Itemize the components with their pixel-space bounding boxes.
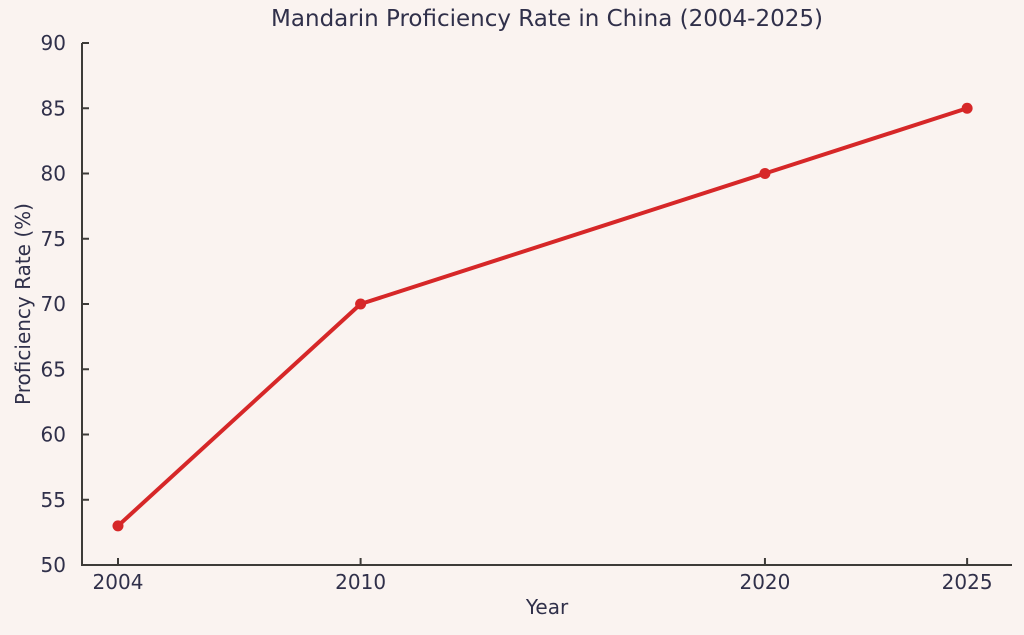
data-point: [759, 168, 771, 179]
x-axis-label: Year: [525, 595, 569, 619]
data-point: [355, 298, 367, 310]
y-tick-label: 50: [41, 553, 66, 577]
y-tick-label: 85: [41, 96, 66, 120]
data-point: [961, 102, 973, 114]
y-tick-label: 55: [41, 488, 66, 512]
chart-title: Mandarin Proficiency Rate in China (2004…: [271, 6, 823, 32]
data-line: [115, 106, 970, 528]
data-point: [112, 520, 124, 532]
x-tick-label: 2010: [335, 570, 386, 594]
x-tick-label: 2025: [942, 570, 993, 594]
x-tick-label: 2004: [93, 570, 144, 594]
y-tick-label: 75: [41, 227, 66, 251]
y-tick-label: 80: [41, 162, 66, 186]
y-tick-label: 65: [41, 357, 66, 381]
x-tick-label: 2020: [739, 570, 790, 594]
y-tick-label: 60: [41, 423, 66, 447]
y-tick-label: 90: [41, 31, 66, 55]
y-tick-label: 70: [41, 292, 66, 316]
